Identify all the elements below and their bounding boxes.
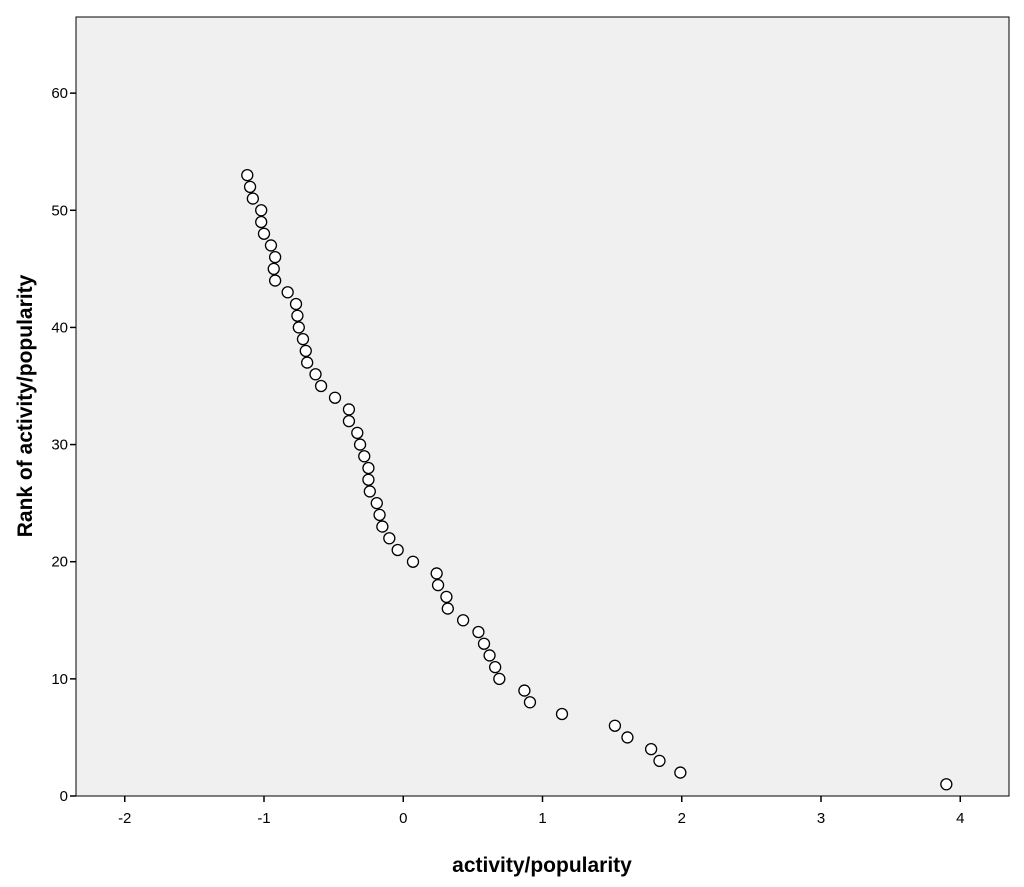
data-point (493, 672, 506, 686)
data-point (383, 532, 396, 545)
y-axis: 0 10 20 30 40 50 60 (51, 85, 76, 805)
data-point (555, 707, 569, 721)
data-point (292, 321, 305, 334)
y-tick-label: 60 (51, 85, 68, 102)
data-point (362, 461, 375, 475)
data-point (328, 391, 342, 404)
data-point (299, 344, 312, 358)
data-point (362, 473, 375, 486)
y-tick-label: 0 (60, 788, 68, 805)
data-point (518, 684, 531, 697)
data-point (472, 625, 485, 639)
data-point (267, 262, 280, 276)
data-point (477, 637, 491, 650)
x-tick-label: 2 (678, 810, 686, 827)
x-tick-label: 3 (817, 810, 825, 827)
x-axis-title: activity/popularity (452, 854, 632, 877)
data-point (351, 426, 364, 440)
data-point (653, 754, 666, 768)
data-point (940, 778, 953, 791)
data-point (314, 379, 328, 393)
data-point (289, 297, 303, 311)
data-point (608, 719, 622, 732)
data-point (281, 286, 294, 299)
data-point (358, 450, 371, 463)
data-point (296, 332, 310, 346)
data-point (456, 614, 470, 627)
y-axis-title: Rank of activity/popularity (14, 274, 37, 537)
data-point (257, 227, 271, 240)
data-point (406, 555, 420, 568)
y-tick-label: 40 (51, 319, 68, 336)
y-tick-label: 10 (51, 671, 68, 688)
data-point (370, 496, 383, 510)
data-point (644, 742, 658, 756)
data-point (431, 578, 445, 592)
data-point (268, 250, 282, 264)
x-tick-label: 4 (956, 810, 964, 827)
data-point (255, 204, 268, 217)
data-point (489, 660, 502, 674)
data-point (241, 168, 254, 182)
x-tick-label: 0 (399, 810, 407, 827)
plot-area (75, 16, 1010, 797)
data-point (373, 508, 386, 522)
y-tick-label: 30 (51, 437, 68, 454)
data-point (363, 485, 376, 498)
data-point (291, 309, 304, 322)
data-point (376, 520, 389, 533)
x-tick-label: 1 (538, 810, 546, 827)
data-point (523, 696, 537, 709)
data-point (342, 403, 356, 416)
data-point (264, 239, 278, 252)
data-point (440, 590, 453, 604)
data-point (674, 766, 687, 779)
x-axis: -2 -1 0 1 2 3 4 (118, 796, 964, 827)
data-point (391, 543, 404, 557)
data-point (309, 368, 322, 381)
data-point (483, 649, 496, 662)
data-point (268, 274, 282, 287)
y-tick-label: 50 (51, 202, 68, 219)
data-point (441, 602, 454, 615)
y-tick-label: 20 (51, 554, 68, 571)
data-point (255, 215, 268, 229)
data-point (621, 731, 634, 744)
data-point (301, 356, 314, 369)
data-points (241, 168, 953, 791)
data-point (342, 414, 356, 428)
data-point (430, 567, 443, 580)
x-tick-label: -1 (257, 810, 270, 827)
data-point (243, 180, 257, 194)
data-point (353, 438, 367, 451)
data-point (246, 192, 260, 205)
x-tick-label: -2 (118, 810, 131, 827)
